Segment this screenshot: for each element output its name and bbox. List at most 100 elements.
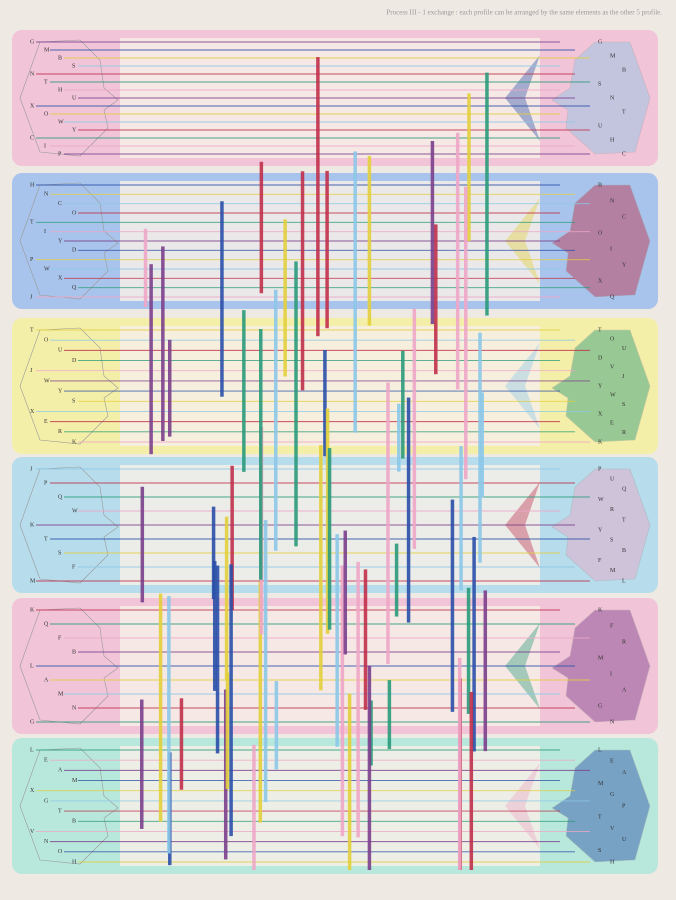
exchange-bar <box>485 72 489 316</box>
exchange-bar <box>167 596 171 854</box>
right-letter: S <box>598 81 601 87</box>
left-letter: H <box>30 182 35 188</box>
left-letter: Y <box>72 127 77 133</box>
left-letter: B <box>58 55 62 61</box>
left-letter: M <box>44 47 50 53</box>
right-letter: N <box>610 719 615 725</box>
right-letter: M <box>610 568 616 574</box>
band-inner <box>120 326 540 446</box>
right-letter: O <box>598 230 603 236</box>
left-letter: O <box>72 210 77 216</box>
exchange-bar <box>319 445 323 691</box>
right-letter: Y <box>598 527 603 533</box>
right-letter: E <box>610 421 614 427</box>
right-letter: K <box>598 439 603 445</box>
left-letter: P <box>44 480 48 486</box>
exchange-bar <box>386 382 390 664</box>
exchange-bar <box>397 403 401 472</box>
exchange-bar <box>434 224 438 375</box>
exchange-bar <box>363 569 368 710</box>
left-letter: M <box>30 578 36 584</box>
exchange-bar <box>394 543 399 617</box>
right-letter: H <box>610 859 615 865</box>
right-letter: K <box>598 607 603 613</box>
left-letter: Q <box>58 494 63 500</box>
right-letter: S <box>610 538 613 544</box>
exchange-bar <box>215 565 220 754</box>
exchange-bar <box>158 593 163 822</box>
right-letter: S <box>622 402 625 408</box>
right-letter: U <box>622 346 627 352</box>
exchange-bar <box>469 692 474 870</box>
left-letter: J <box>30 368 33 374</box>
right-letter: G <box>610 792 615 798</box>
left-letter: S <box>72 63 75 69</box>
right-profile <box>551 41 651 155</box>
left-profile <box>19 607 119 725</box>
left-letter: L <box>30 663 34 669</box>
exchange-bar <box>211 506 216 600</box>
exchange-bar <box>457 657 462 870</box>
exchange-bar <box>140 699 144 829</box>
left-letter: A <box>44 677 49 683</box>
left-letter: H <box>58 87 63 93</box>
left-letter: O <box>44 111 49 117</box>
right-letter: C <box>622 151 626 157</box>
left-letter: A <box>58 768 63 774</box>
left-letter: G <box>30 719 35 725</box>
left-letter: P <box>58 151 62 157</box>
right-letter: B <box>622 548 626 554</box>
left-letter: F <box>58 635 62 641</box>
right-letter: Y <box>598 383 603 389</box>
right-letter: T <box>598 327 602 333</box>
exchange-bar <box>224 516 229 680</box>
right-letter: U <box>610 477 615 483</box>
exchange-bar <box>483 590 488 752</box>
right-letter: M <box>598 781 604 787</box>
left-letter: T <box>44 536 48 542</box>
right-letter: P <box>622 803 626 809</box>
left-letter: Q <box>44 621 49 627</box>
left-letter: W <box>44 266 50 272</box>
exchange-bar <box>242 310 246 472</box>
left-profile <box>19 39 119 157</box>
left-profile <box>19 466 119 584</box>
left-letter: K <box>72 439 77 445</box>
right-letter: R <box>610 507 614 513</box>
right-letter: A <box>622 770 627 776</box>
right-letter: I <box>610 246 612 252</box>
left-letter: J <box>30 466 33 472</box>
exchange-bar <box>464 186 468 480</box>
right-letter: E <box>610 759 614 765</box>
exchange-bar <box>459 446 463 591</box>
right-letter: B <box>598 182 602 188</box>
left-letter: E <box>44 419 48 425</box>
left-letter: P <box>30 257 34 263</box>
right-letter: S <box>598 848 601 854</box>
right-letter: O <box>610 337 615 343</box>
right-letter: W <box>598 497 604 503</box>
exchange-bar <box>472 536 476 752</box>
exchange-bar <box>455 132 460 390</box>
right-letter: T <box>622 517 626 523</box>
exchange-bar <box>325 408 330 634</box>
right-letter: B <box>622 67 626 73</box>
left-letter: O <box>58 849 63 855</box>
exchange-bar <box>335 534 339 747</box>
left-letter: G <box>44 798 49 804</box>
exchange-bar <box>252 744 256 870</box>
right-letter: T <box>598 815 602 821</box>
exchange-bar <box>263 520 268 802</box>
left-letter: T <box>58 808 62 814</box>
right-letter: H <box>610 137 615 143</box>
composition: GMBSNTHUXOWYCIPGMBSNTUHCHNCOTIYDPWXQJBNC… <box>12 30 658 874</box>
left-letter: M <box>72 778 78 784</box>
exchange-bar <box>161 246 165 441</box>
right-letter: U <box>598 123 603 129</box>
left-letter: S <box>58 550 61 556</box>
right-letter: X <box>598 411 603 417</box>
left-letter: T <box>44 79 48 85</box>
left-letter: U <box>58 348 63 354</box>
left-profile <box>19 182 119 300</box>
left-letter: B <box>72 649 76 655</box>
